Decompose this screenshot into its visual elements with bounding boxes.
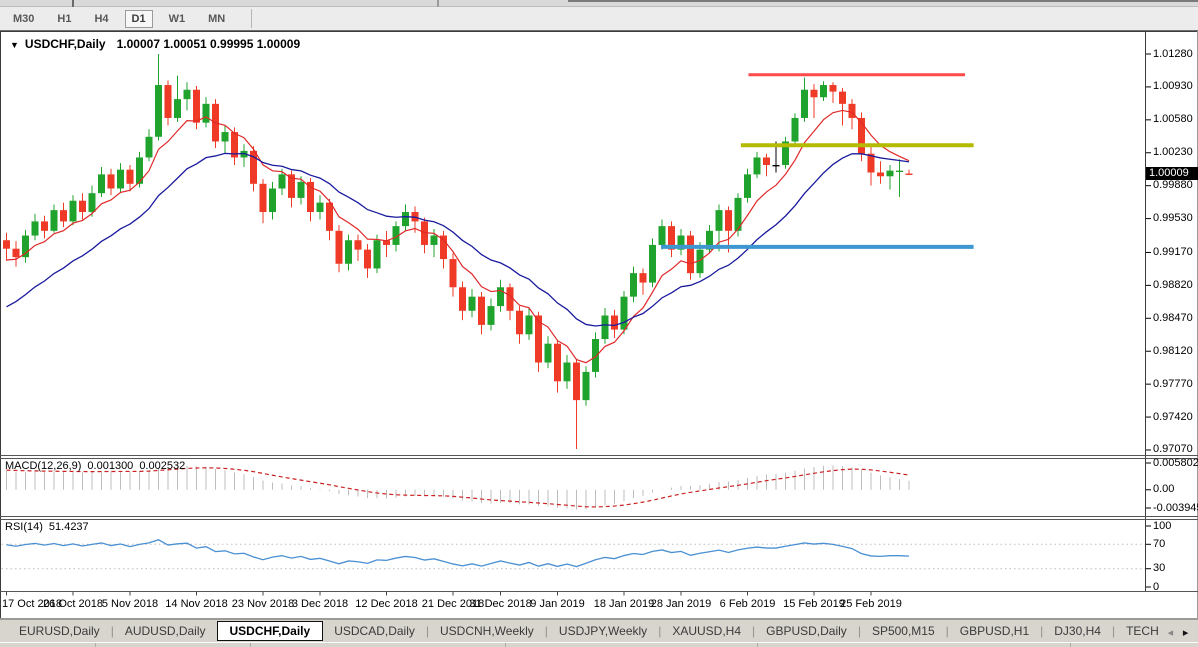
chart-tab-xauusd-h4[interactable]: XAUUSD,H4 bbox=[672, 624, 741, 638]
timeframe-button-m30[interactable]: M30 bbox=[13, 12, 35, 25]
toolbar-separator bbox=[251, 9, 253, 28]
tab-divider: | bbox=[857, 624, 861, 638]
chart-tab-usdcad-daily[interactable]: USDCAD,Daily bbox=[334, 624, 415, 638]
tab-divider: | bbox=[544, 624, 548, 638]
status-divider bbox=[1070, 643, 1071, 647]
top-toolbar-remnant bbox=[0, 0, 1198, 7]
chart-tab-audusd-daily[interactable]: AUDUSD,Daily bbox=[124, 624, 206, 638]
timeframe-toolbar: M30 H1 H4 D1 W1 MN bbox=[0, 7, 1198, 31]
tab-divider: | bbox=[425, 624, 429, 638]
tab-divider: | bbox=[110, 624, 114, 638]
tab-scroll-left-icon[interactable]: ◂ bbox=[1167, 626, 1174, 639]
tab-divider: | bbox=[658, 624, 662, 638]
status-bar bbox=[0, 642, 1198, 647]
tab-scroll-right-icon[interactable]: ▸ bbox=[1182, 626, 1189, 639]
tab-divider: | bbox=[1040, 624, 1044, 638]
status-divider bbox=[250, 643, 251, 647]
status-divider bbox=[95, 643, 96, 647]
chart-tab-bar: EURUSD,Daily | AUDUSD,Daily USDCHF,Daily USD… bbox=[0, 619, 1198, 642]
toolbar-edge-line bbox=[568, 0, 1198, 2]
tab-scroll-arrows: ◂ ▸ bbox=[1158, 621, 1198, 642]
toolbar-separator bbox=[437, 0, 439, 7]
tab-divider: | bbox=[752, 624, 756, 638]
timeframe-button-h1[interactable]: H1 bbox=[57, 12, 72, 25]
toolbar-separator bbox=[72, 0, 74, 7]
chart-tab-usdchf-daily[interactable]: USDCHF,Daily bbox=[216, 621, 324, 641]
chart-tab-usdjpy-weekly[interactable]: USDJPY,Weekly bbox=[558, 624, 648, 638]
tab-divider: | bbox=[945, 624, 949, 638]
timeframe-button-mn[interactable]: MN bbox=[208, 12, 226, 25]
chart-tab-gbpusd-h1[interactable]: GBPUSD,H1 bbox=[959, 624, 1030, 638]
timeframe-button-h4[interactable]: H4 bbox=[94, 12, 109, 25]
status-divider bbox=[505, 643, 506, 647]
current-price-tag: 1.00009 bbox=[1146, 167, 1198, 181]
chart-tab-eurusd-daily[interactable]: EURUSD,Daily bbox=[19, 624, 100, 638]
timeframe-button-w1[interactable]: W1 bbox=[168, 12, 186, 25]
status-divider bbox=[757, 643, 758, 647]
chart-tab-dj30-h4[interactable]: DJ30,H4 bbox=[1054, 624, 1101, 638]
timeframe-button-d1[interactable]: D1 bbox=[124, 9, 153, 28]
tab-divider: | bbox=[1111, 624, 1116, 638]
chart-tab-gbpusd-daily[interactable]: GBPUSD,Daily bbox=[766, 624, 847, 638]
chart-tab-sp500-m15[interactable]: SP500,M15 bbox=[871, 624, 935, 638]
chart-tab-usdcnh-weekly[interactable]: USDCNH,Weekly bbox=[440, 624, 534, 638]
